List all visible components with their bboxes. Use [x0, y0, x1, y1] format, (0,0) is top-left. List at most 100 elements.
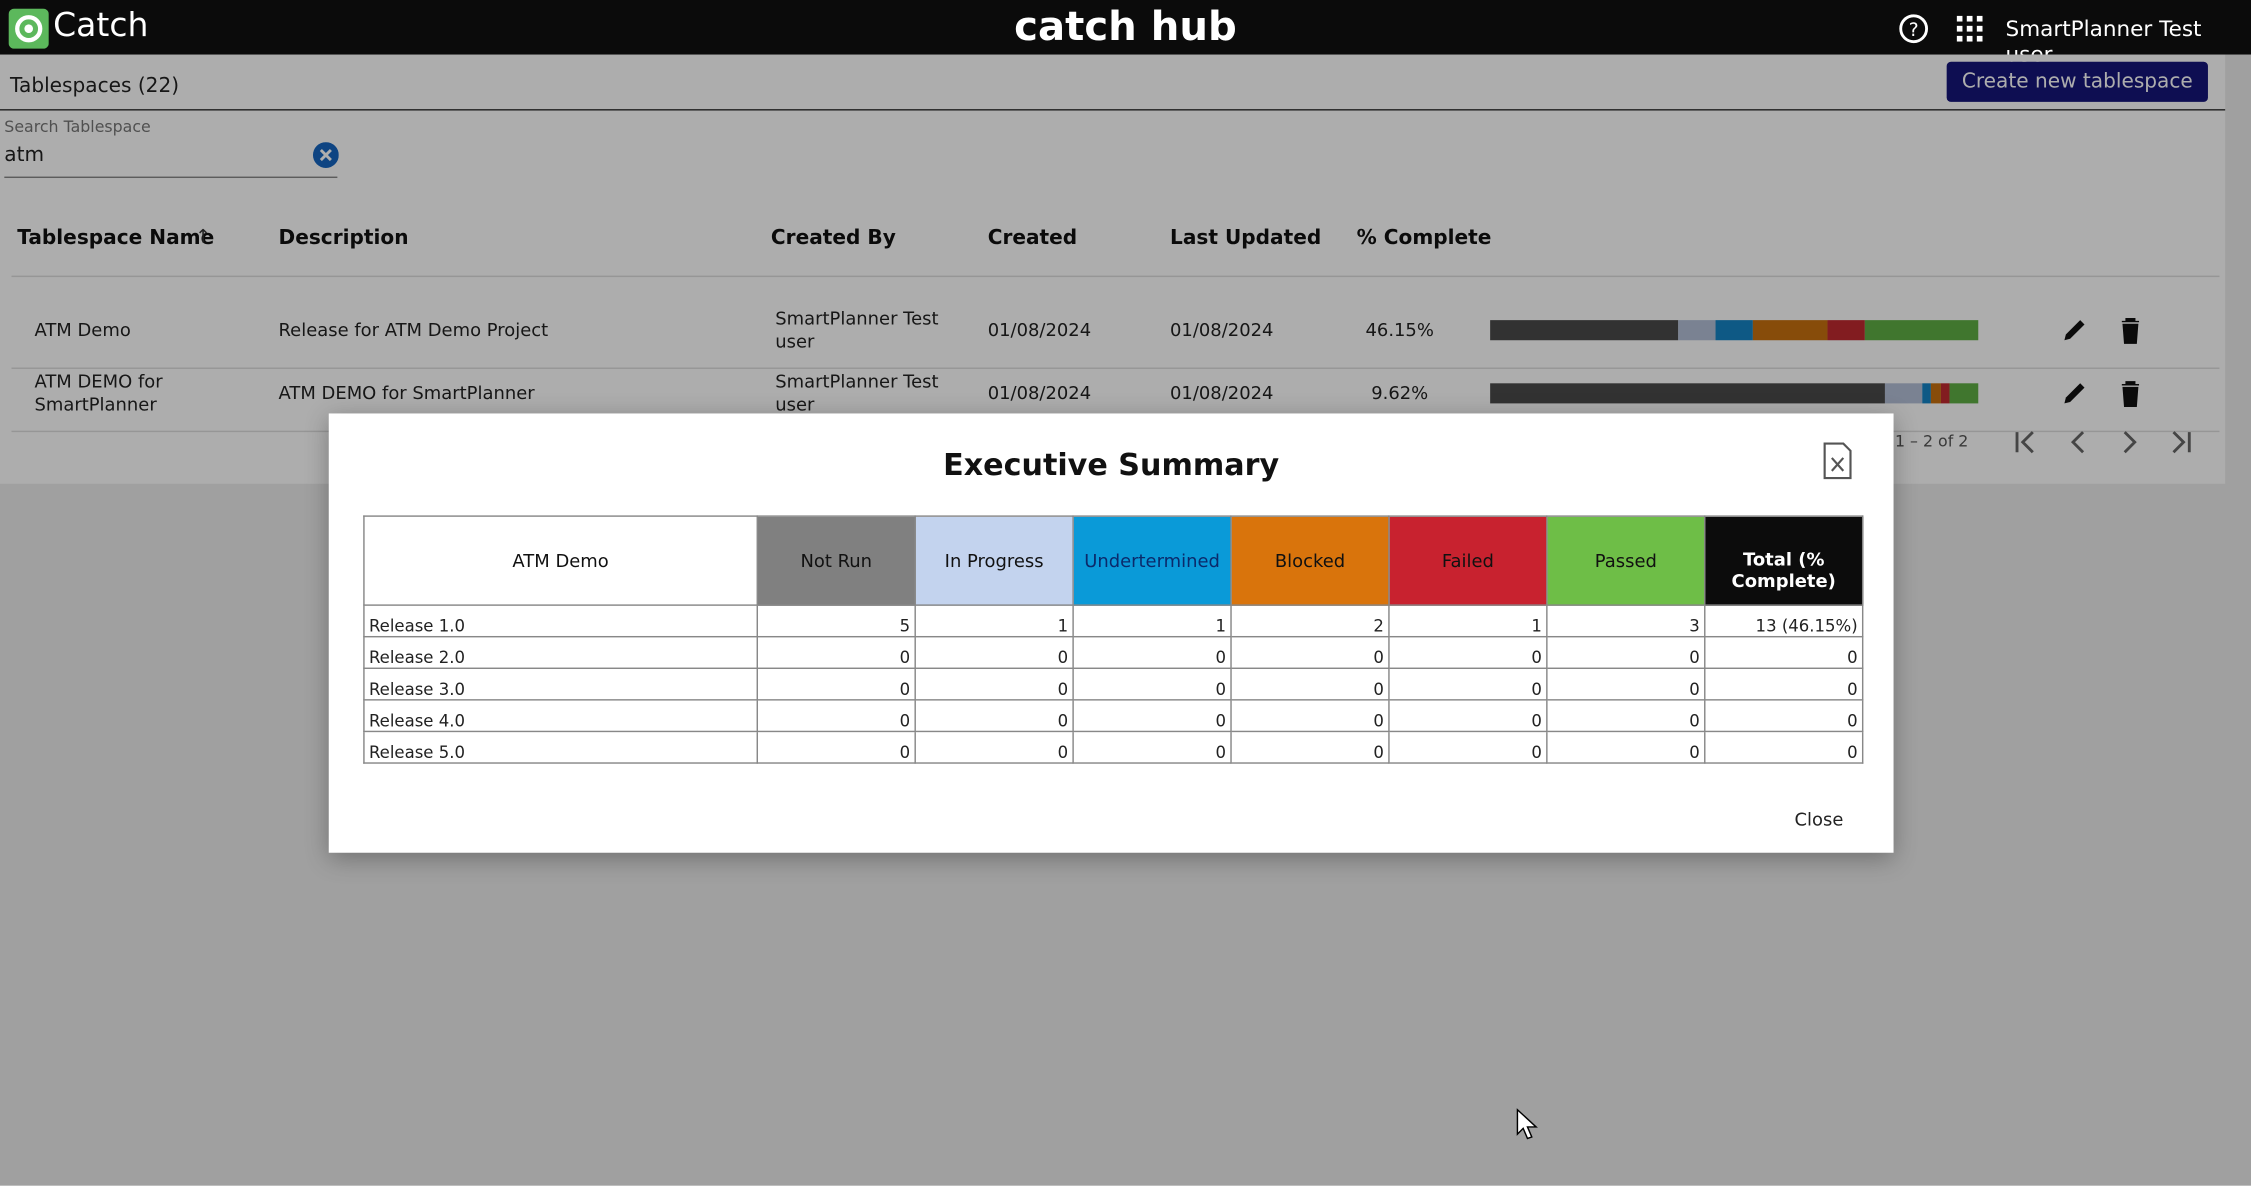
- release-name: Release 1.0: [363, 604, 758, 638]
- status-count: 0: [1546, 699, 1706, 733]
- status-count: 5: [756, 604, 916, 638]
- modal-title: Executive Summary: [943, 447, 1280, 483]
- cell-description: Release for ATM Demo Project: [278, 318, 549, 341]
- status-count: 0: [1230, 699, 1390, 733]
- status-count: 0: [1230, 667, 1390, 701]
- cell-name: ATM DEMO for SmartPlanner: [34, 370, 163, 415]
- status-count: 0: [914, 730, 1074, 764]
- modal: Executive Summary ATM Demo Not Run In Prog…: [328, 413, 1894, 853]
- row-line: [11, 367, 2220, 369]
- status-count: 1: [1072, 604, 1232, 638]
- status-count: 0: [1072, 667, 1232, 701]
- column-header[interactable]: Created: [987, 226, 1078, 250]
- search-label: Search Tablespace: [4, 117, 151, 137]
- progress-segment: [1490, 383, 1885, 404]
- status-count: 0: [1072, 635, 1232, 669]
- cell-last-updated: 01/08/2024: [1170, 318, 1274, 341]
- total-cell: 0: [1704, 730, 1864, 764]
- clear-search[interactable]: [312, 142, 339, 168]
- column-header[interactable]: Tablespace Name: [17, 226, 215, 250]
- status-count: 0: [1388, 667, 1548, 701]
- column-header[interactable]: Last Updated: [1170, 226, 1322, 250]
- cell-created: 01/08/2024: [987, 318, 1092, 341]
- svg-text:?: ?: [1909, 20, 1919, 41]
- status-header: Failed: [1388, 515, 1548, 606]
- status-count: 0: [914, 635, 1074, 669]
- header-line: [11, 275, 2220, 278]
- progress-bar: [1490, 383, 1979, 404]
- progress-segment: [1715, 320, 1753, 341]
- summary-row: Release 2.0 0 0 0 0 0 0 0: [363, 635, 1864, 669]
- progress-segment: [1931, 383, 1941, 404]
- column-header[interactable]: % Complete: [1356, 226, 1492, 250]
- status-count: 1: [914, 604, 1074, 638]
- cursor: [1516, 1108, 1538, 1140]
- cell-description: ATM DEMO for SmartPlanner: [278, 381, 535, 404]
- progress-segment: [1752, 320, 1829, 341]
- status-header: Blocked: [1230, 515, 1390, 606]
- status-count: 0: [756, 635, 916, 669]
- paginator-buttons[interactable]: [2010, 428, 2197, 457]
- progress-segment: [1828, 320, 1866, 341]
- search-underline: [4, 176, 338, 179]
- column-header[interactable]: Description: [278, 226, 409, 250]
- export-excel[interactable]: [1822, 442, 1854, 480]
- status-count: 0: [1546, 635, 1706, 669]
- status-count: 3: [1546, 604, 1706, 638]
- divider: [0, 109, 2226, 111]
- status-count: 2: [1230, 604, 1390, 638]
- apps-icon[interactable]: [1956, 15, 1983, 42]
- release-name: Release 4.0: [363, 699, 758, 733]
- status-count: 0: [1388, 730, 1548, 764]
- progress-segment: [1490, 320, 1678, 341]
- summary-row: Release 1.0 5 1 1 2 1 3 13 (46.15%): [363, 604, 1864, 638]
- status-count: 0: [1230, 730, 1390, 764]
- progress-segment: [1921, 383, 1932, 404]
- status-count: 0: [1546, 667, 1706, 701]
- release-name: Release 3.0: [363, 667, 758, 701]
- row-actions: [2062, 379, 2148, 408]
- progress-segment: [1884, 383, 1922, 404]
- total-cell: 0: [1704, 699, 1864, 733]
- total-cell: 0: [1704, 635, 1864, 669]
- status-header: Not Run: [756, 515, 916, 606]
- cell-complete: 46.15%: [1365, 318, 1434, 341]
- status-count: 0: [756, 730, 916, 764]
- status-count: 0: [1072, 730, 1232, 764]
- column-header[interactable]: Created By: [770, 226, 896, 250]
- project-header: ATM Demo: [363, 515, 758, 606]
- summary-row: Release 3.0 0 0 0 0 0 0 0: [363, 667, 1864, 701]
- action-icons[interactable]: [2062, 316, 2148, 345]
- app-title: catch hub: [1014, 2, 1237, 51]
- sort-arrow: ↑: [195, 226, 211, 249]
- close-button[interactable]: Close: [1794, 808, 1844, 830]
- user-name[interactable]: SmartPlanner Test user: [2005, 15, 2202, 68]
- header-row: ATM Demo Not Run In Progress Undertermined B…: [363, 515, 1864, 606]
- status-count: 0: [1230, 635, 1390, 669]
- progress-segment: [1940, 383, 1951, 404]
- status-header: In Progress: [914, 515, 1074, 606]
- content-card: Tablespaces (22) Create new tablespace S…: [0, 54, 2226, 484]
- row-actions: [2062, 316, 2148, 345]
- progress-segment: [1950, 383, 1979, 404]
- create-button[interactable]: Create new tablespace: [1946, 61, 2208, 102]
- progress-segment: [1677, 320, 1716, 341]
- status-count: 0: [1388, 635, 1548, 669]
- page-heading: Tablespaces (22): [10, 74, 180, 98]
- brand-name: Catch: [53, 7, 149, 45]
- cell-created-by: SmartPlanner Test user: [775, 370, 939, 415]
- status-header: Passed: [1546, 515, 1706, 606]
- total-header: Total (% Complete): [1704, 515, 1864, 606]
- status-count: 0: [914, 699, 1074, 733]
- status-count: 0: [756, 667, 916, 701]
- action-icons[interactable]: [2062, 379, 2148, 408]
- summary-table: ATM Demo Not Run In Progress Undertermined B…: [363, 515, 1864, 764]
- search-input[interactable]: atm: [4, 143, 45, 167]
- help-icon[interactable]: ?: [1898, 13, 1930, 45]
- cell-created-by: SmartPlanner Test user: [775, 307, 939, 352]
- cell-created: 01/08/2024: [987, 381, 1092, 404]
- paginator-range: 1 – 2 of 2: [1894, 432, 1969, 451]
- cell-complete: 9.62%: [1371, 381, 1429, 404]
- release-name: Release 2.0: [363, 635, 758, 669]
